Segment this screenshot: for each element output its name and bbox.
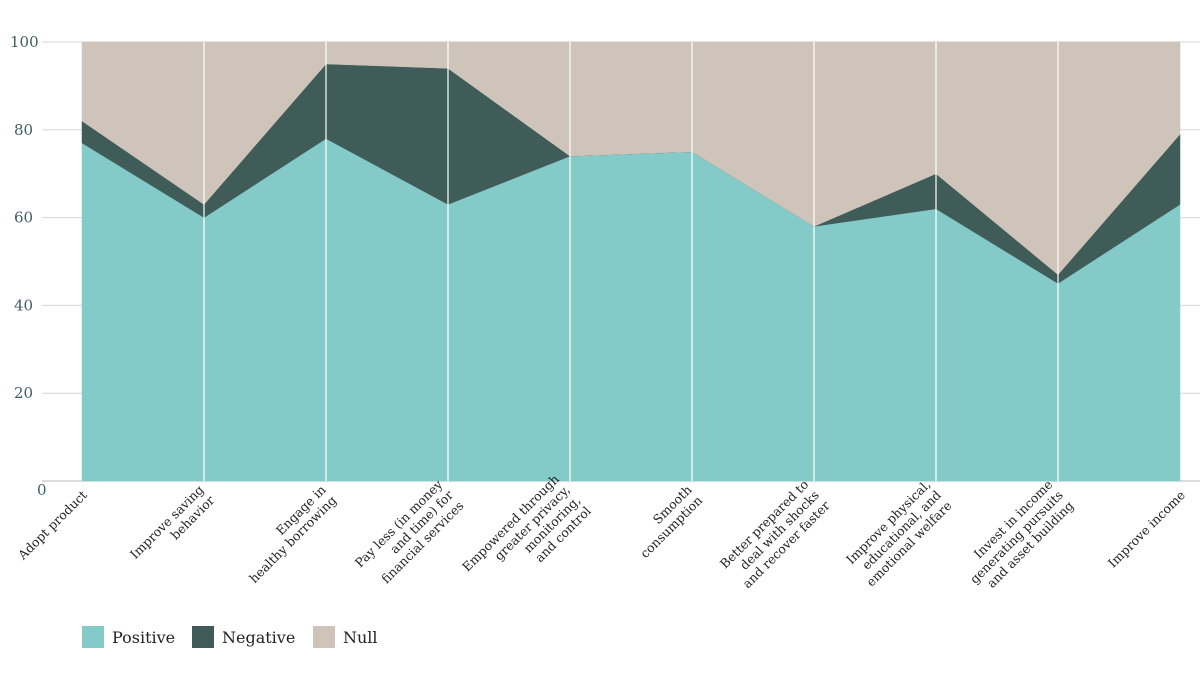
x-tick-label: Invest in incomegenerating pursuitsand a…	[956, 477, 1076, 597]
area-series	[81, 41, 1181, 482]
x-tick-label: Smoothconsumption	[626, 482, 705, 561]
x-tick-label: Empowered throughgreater privacy,monitor…	[459, 471, 594, 606]
x-tick-label: Improve physical,educational, andemotion…	[842, 477, 955, 590]
legend: Positive Negative Null	[82, 626, 378, 648]
x-axis-ticks: Adopt product Improve savingbehavior Engag…	[14, 471, 1188, 606]
y-axis-ticks: 0 20 40 60 80 100	[10, 33, 47, 499]
x-tick-label: Better prepared todeal with shocksand re…	[717, 477, 833, 593]
legend-swatch-positive	[82, 626, 104, 648]
y-tick-label: 60	[14, 209, 33, 227]
y-tick-label: 20	[14, 384, 33, 402]
x-tick-label: Adopt product	[14, 487, 90, 563]
x-tick-label: Improve savingbehavior	[127, 482, 217, 572]
legend-label-negative: Negative	[222, 628, 295, 647]
y-tick-label: 80	[14, 121, 33, 139]
y-tick-label: 40	[14, 296, 33, 314]
x-tick-label: Improve income	[1105, 487, 1188, 570]
x-tick-label: Pay less (in moneyand time) forfinancial…	[352, 476, 467, 591]
legend-swatch-negative	[192, 626, 214, 648]
category-lines	[203, 42, 1059, 481]
legend-label-null: Null	[343, 628, 378, 647]
legend-swatch-null	[313, 626, 335, 648]
legend-label-positive: Positive	[112, 628, 175, 647]
y-tick-label: 0	[37, 481, 47, 499]
y-tick-label: 100	[10, 33, 39, 51]
x-tick-label: Engage inhealthy borrowing	[235, 482, 339, 586]
area-null	[81, 41, 1181, 276]
